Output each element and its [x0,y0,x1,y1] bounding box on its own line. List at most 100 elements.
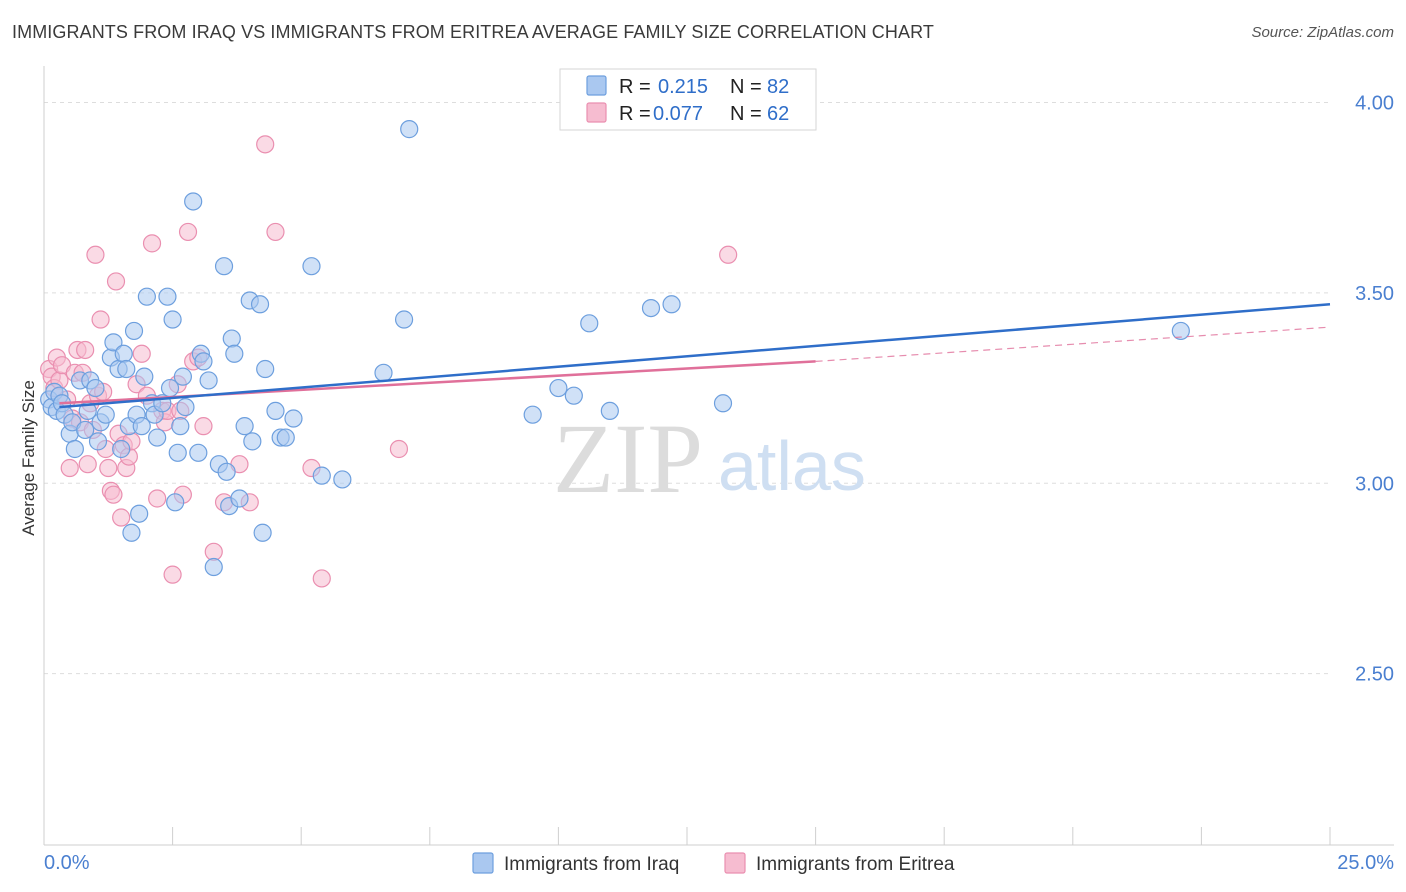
eritrea-point [204,542,223,561]
iraq-point [312,466,331,485]
iraq-n-label: N = [730,76,762,98]
stats-legend: R = 0.215 N = 82 R = 0.077 N = 62 [559,68,817,131]
iraq-point [189,443,208,462]
watermark-atlas: atlas [718,427,866,505]
iraq-point [333,470,352,489]
iraq-point [284,409,303,428]
x-tick-label-max: 25.0% [1337,852,1394,874]
iraq-n-value: 82 [767,76,789,98]
iraq-series-swatch [472,852,494,874]
iraq-point [132,417,151,436]
iraq-points [40,120,1190,577]
eritrea-point [104,485,123,504]
iraq-point [176,397,195,417]
series-legend: Immigrants from Iraq Immigrants from Eri… [472,852,955,875]
iraq-point [580,314,599,333]
eritrea-n-value: 62 [767,103,789,125]
eritrea-r-value: 0.077 [653,103,703,125]
eritrea-r-label: R = [619,103,651,125]
eritrea-point [78,455,97,474]
iraq-point [230,489,249,508]
iraq-point [222,329,241,348]
iraq-point [86,378,105,398]
iraq-point [713,394,733,413]
grid-lines [44,101,1330,675]
eritrea-series-label: Immigrants from Eritrea [756,854,955,875]
iraq-point [148,428,167,447]
y-tick-labels: 2.50 3.00 3.50 4.00 [1355,92,1394,685]
eritrea-point [194,417,213,436]
eritrea-series-swatch [724,852,746,874]
iraq-point [302,257,321,276]
iraq-point [549,378,568,398]
iraq-r-value: 0.215 [658,76,708,98]
eritrea-point [60,458,79,478]
iraq-point [374,363,393,382]
iraq-point [600,401,619,421]
iraq-point [137,287,156,306]
eritrea-point [266,222,285,242]
eritrea-point [719,245,738,264]
iraq-point [168,443,187,462]
iraq-point [184,192,203,211]
y-tick-label: 3.50 [1355,283,1394,305]
iraq-point [158,287,177,306]
iraq-point [256,359,275,379]
eritrea-point [112,508,131,527]
iraq-point [243,432,262,451]
iraq-point [104,333,123,352]
iraq-r-label: R = [619,76,651,98]
eritrea-point [389,439,409,459]
iraq-point [171,417,190,436]
eritrea-point [132,344,151,363]
iraq-point [253,523,272,542]
watermark: ZIP atlas [553,403,866,514]
iraq-point [400,120,419,139]
eritrea-point [86,245,105,264]
eritrea-point [91,310,110,329]
iraq-point [88,432,108,451]
iraq-point [523,405,542,424]
eritrea-trend-extension [815,326,1331,362]
iraq-point [163,310,182,329]
iraq-point [204,557,223,577]
eritrea-legend-swatch [586,102,607,123]
iraq-point [235,417,254,436]
iraq-point [266,401,285,421]
iraq-point [225,344,244,363]
eritrea-point [76,340,95,360]
iraq-point [130,504,149,523]
eritrea-n-label: N = [730,103,762,125]
chart-title: IMMIGRANTS FROM IRAQ VS IMMIGRANTS FROM … [12,22,934,42]
iraq-point [214,257,234,276]
iraq-point [122,523,141,542]
iraq-point [194,352,213,371]
axes [43,66,1394,846]
y-tick-label: 2.50 [1355,664,1394,686]
iraq-trend-line [59,303,1331,409]
iraq-series-label: Immigrants from Iraq [504,854,679,875]
y-tick-label: 3.00 [1355,473,1394,495]
iraq-point [114,344,133,363]
iraq-point [173,367,192,386]
trend-lines [59,303,1331,409]
iraq-point [135,367,154,386]
iraq-point [394,310,414,329]
iraq-point [124,321,144,341]
eritrea-point [312,569,331,588]
eritrea-point [99,458,118,478]
iraq-point [217,462,236,481]
iraq-point [96,405,115,424]
iraq-point [112,439,131,459]
iraq-point [641,298,661,318]
eritrea-point [163,565,182,584]
x-tick-marks [172,827,1331,845]
iraq-point [199,371,218,390]
eritrea-point [142,234,162,253]
iraq-legend-swatch [586,75,607,96]
iraq-point [117,359,136,379]
iraq-point [662,295,681,314]
eritrea-point [106,272,126,291]
eritrea-point [256,135,275,154]
